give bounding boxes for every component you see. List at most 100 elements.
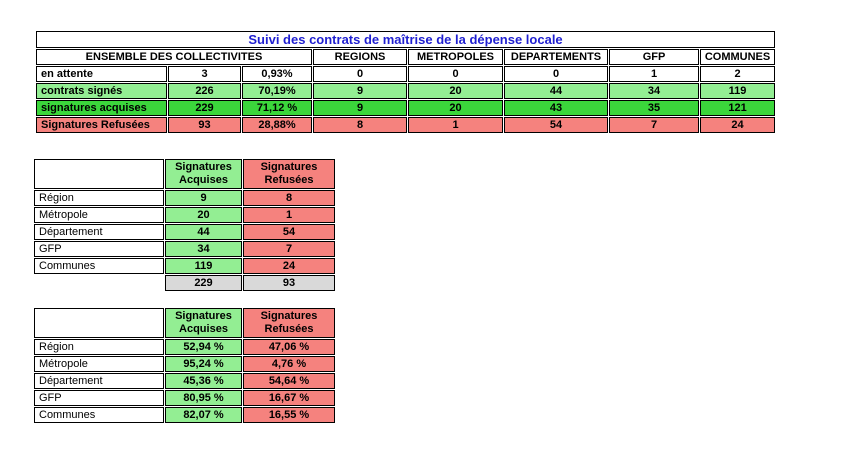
- cell-total: 226: [168, 83, 241, 99]
- col-header-metropoles: METROPOLES: [408, 49, 503, 65]
- row-label: Région: [34, 339, 164, 355]
- cell-departements: 44: [504, 83, 608, 99]
- row-label: contrats signés: [36, 83, 167, 99]
- table-row-contrats-signes: contrats signés 226 70,19% 9 20 44 34 11…: [36, 83, 776, 99]
- cell-regions: 9: [313, 83, 407, 99]
- header-signatures-refusees: Signatures Refusées: [243, 159, 335, 189]
- table-row-departement: Département 45,36 % 54,64 %: [34, 373, 335, 389]
- table-row-gfp: GFP 80,95 % 16,67 %: [34, 390, 335, 406]
- cell-communes: 2: [700, 66, 776, 82]
- cell-total: 93: [168, 117, 241, 133]
- cell-refusees: 24: [243, 258, 335, 274]
- cell-departements: 43: [504, 100, 608, 116]
- cell-departements: 54: [504, 117, 608, 133]
- row-label: Communes: [34, 258, 164, 274]
- table-row-region: Région 9 8: [34, 190, 335, 206]
- cell-acquises: 34: [165, 241, 242, 257]
- total-refusees: 93: [243, 275, 335, 291]
- totals-row: 229 93: [34, 275, 335, 291]
- table-row-metropole: Métropole 95,24 % 4,76 %: [34, 356, 335, 372]
- table-row-communes: Communes 82,07 % 16,55 %: [34, 407, 335, 423]
- cell-communes: 24: [700, 117, 776, 133]
- cell-refusees: 16,67 %: [243, 390, 335, 406]
- cell-gfp: 34: [609, 83, 699, 99]
- percent-table: Signatures Acquises Signatures Refusées …: [33, 307, 336, 424]
- cell-acquises: 95,24 %: [165, 356, 242, 372]
- header-signatures-acquises: Signatures Acquises: [165, 308, 242, 338]
- empty-cell: [34, 275, 164, 291]
- cell-communes: 119: [700, 83, 776, 99]
- cell-communes: 121: [700, 100, 776, 116]
- cell-total: 229: [168, 100, 241, 116]
- row-label: GFP: [34, 241, 164, 257]
- cell-pct: 0,93%: [242, 66, 312, 82]
- cell-refusees: 8: [243, 190, 335, 206]
- counts-table: Signatures Acquises Signatures Refusées …: [33, 158, 336, 292]
- table-row-departement: Département 44 54: [34, 224, 335, 240]
- col-header-communes: COMMUNES: [700, 49, 776, 65]
- table-row-gfp: GFP 34 7: [34, 241, 335, 257]
- cell-refusees: 4,76 %: [243, 356, 335, 372]
- header-row: ENSEMBLE DES COLLECTIVITES REGIONS METRO…: [36, 49, 776, 65]
- row-label: GFP: [34, 390, 164, 406]
- cell-regions: 8: [313, 117, 407, 133]
- cell-departements: 0: [504, 66, 608, 82]
- table-row-en-attente: en attente 3 0,93% 0 0 0 1 2: [36, 66, 776, 82]
- cell-gfp: 1: [609, 66, 699, 82]
- main-table: Suivi des contrats de maîtrise de la dép…: [35, 30, 777, 134]
- cell-refusees: 54: [243, 224, 335, 240]
- row-label: Métropole: [34, 356, 164, 372]
- cell-acquises: 119: [165, 258, 242, 274]
- header-row: Signatures Acquises Signatures Refusées: [34, 159, 335, 189]
- cell-metropoles: 20: [408, 100, 503, 116]
- cell-refusees: 7: [243, 241, 335, 257]
- row-label: en attente: [36, 66, 167, 82]
- row-label: signatures acquises: [36, 100, 167, 116]
- col-header-departements: DEPARTEMENTS: [504, 49, 608, 65]
- cell-pct: 71,12 %: [242, 100, 312, 116]
- group-header-ensemble: ENSEMBLE DES COLLECTIVITES: [36, 49, 312, 65]
- cell-acquises: 82,07 %: [165, 407, 242, 423]
- title-row: Suivi des contrats de maîtrise de la dép…: [36, 31, 776, 48]
- row-label: Département: [34, 224, 164, 240]
- corner-cell: [34, 308, 164, 338]
- row-label: Région: [34, 190, 164, 206]
- header-signatures-refusees: Signatures Refusées: [243, 308, 335, 338]
- table-row-region: Région 52,94 % 47,06 %: [34, 339, 335, 355]
- total-acquises: 229: [165, 275, 242, 291]
- cell-refusees: 16,55 %: [243, 407, 335, 423]
- report-title: Suivi des contrats de maîtrise de la dép…: [36, 31, 776, 48]
- cell-pct: 28,88%: [242, 117, 312, 133]
- cell-metropoles: 20: [408, 83, 503, 99]
- cell-refusees: 47,06 %: [243, 339, 335, 355]
- cell-acquises: 52,94 %: [165, 339, 242, 355]
- cell-pct: 70,19%: [242, 83, 312, 99]
- cell-acquises: 45,36 %: [165, 373, 242, 389]
- cell-acquises: 9: [165, 190, 242, 206]
- table-row-communes: Communes 119 24: [34, 258, 335, 274]
- col-header-regions: REGIONS: [313, 49, 407, 65]
- table-row-signatures-acquises: signatures acquises 229 71,12 % 9 20 43 …: [36, 100, 776, 116]
- row-label: Métropole: [34, 207, 164, 223]
- cell-metropoles: 0: [408, 66, 503, 82]
- cell-refusees: 54,64 %: [243, 373, 335, 389]
- cell-metropoles: 1: [408, 117, 503, 133]
- cell-regions: 0: [313, 66, 407, 82]
- header-row: Signatures Acquises Signatures Refusées: [34, 308, 335, 338]
- table-row-metropole: Métropole 20 1: [34, 207, 335, 223]
- cell-acquises: 20: [165, 207, 242, 223]
- col-header-gfp: GFP: [609, 49, 699, 65]
- cell-regions: 9: [313, 100, 407, 116]
- table-row-signatures-refusees: Signatures Refusées 93 28,88% 8 1 54 7 2…: [36, 117, 776, 133]
- row-label: Signatures Refusées: [36, 117, 167, 133]
- cell-refusees: 1: [243, 207, 335, 223]
- corner-cell: [34, 159, 164, 189]
- cell-gfp: 35: [609, 100, 699, 116]
- cell-acquises: 80,95 %: [165, 390, 242, 406]
- cell-gfp: 7: [609, 117, 699, 133]
- row-label: Département: [34, 373, 164, 389]
- row-label: Communes: [34, 407, 164, 423]
- cell-total: 3: [168, 66, 241, 82]
- cell-acquises: 44: [165, 224, 242, 240]
